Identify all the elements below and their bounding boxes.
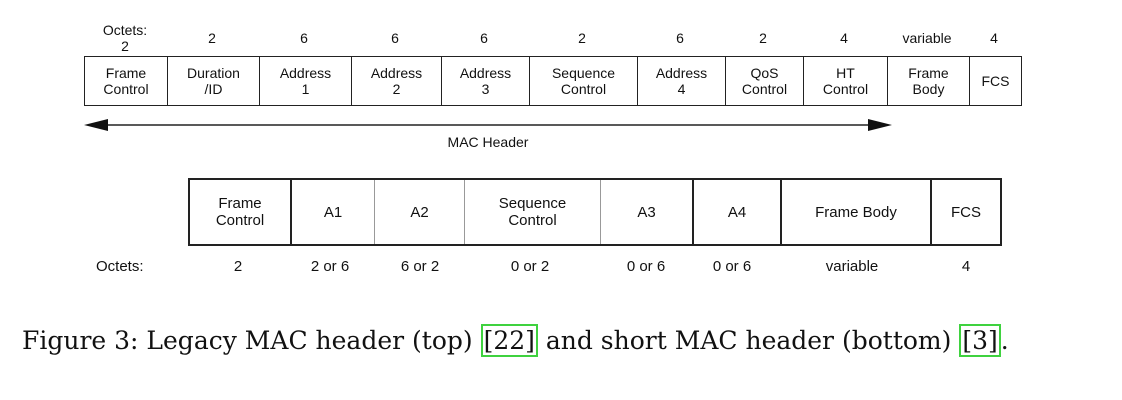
- short-octet-value: 2: [233, 258, 243, 275]
- short-octet-value: 4: [961, 258, 971, 275]
- caption-text: Figure 3: Legacy MAC header (top): [22, 326, 481, 355]
- citation-link[interactable]: [3]: [959, 324, 1001, 357]
- short-octet-value: 2 or 6: [310, 258, 350, 275]
- short-octet-value: 6 or 2: [400, 258, 440, 275]
- mac-header-span-arrow: [84, 119, 892, 131]
- legacy-octet-value: 2: [578, 30, 586, 46]
- short-field: Sequence Control: [464, 180, 600, 244]
- legacy-octet-value: 2: [208, 30, 216, 46]
- legacy-field: HT Control: [803, 57, 887, 105]
- caption-text: .: [1000, 326, 1009, 355]
- short-octet-value: variable: [825, 258, 879, 275]
- legacy-field: Address 3: [441, 57, 529, 105]
- mac-header-label: MAC Header: [447, 134, 529, 150]
- legacy-field: Address 4: [637, 57, 725, 105]
- caption-text: and short MAC header (bottom): [537, 326, 960, 355]
- legacy-field: Frame Body: [887, 57, 969, 105]
- legacy-octets-row: Octets: 2 2 6 6 6 2 6 2 4 variable 4: [84, 18, 1020, 58]
- short-mac-header: Frame Control A1 A2 Sequence Control A3 A4 Fra…: [188, 178, 1002, 246]
- short-octet-value: 0 or 2: [510, 258, 550, 275]
- legacy-field: FCS: [969, 57, 1021, 105]
- legacy-octet-value: Octets: 2: [102, 22, 148, 54]
- short-octet-value: 0 or 6: [712, 258, 752, 275]
- legacy-mac-header: Frame Control Duration /ID Address 1 Addres…: [84, 56, 1022, 106]
- legacy-field: QoS Control: [725, 57, 803, 105]
- legacy-octet-value: 6: [480, 30, 488, 46]
- short-field: Frame Control: [215, 195, 265, 229]
- legacy-field: Sequence Control: [529, 57, 637, 105]
- legacy-octet-value: 6: [391, 30, 399, 46]
- legacy-octet-value: 4: [990, 30, 998, 46]
- legacy-field: Frame Control: [103, 65, 149, 97]
- short-octets-label: Octets:: [96, 258, 144, 275]
- legacy-octet-value: 6: [676, 30, 684, 46]
- legacy-octet-value: 2: [759, 30, 767, 46]
- short-octet-value: 0 or 6: [626, 258, 666, 275]
- short-field: A3: [600, 180, 692, 244]
- short-field: A2: [374, 180, 464, 244]
- legacy-field: Address 1: [259, 57, 351, 105]
- citation-link[interactable]: [22]: [480, 324, 538, 357]
- short-field: FCS: [930, 180, 1000, 244]
- short-field: A4: [692, 180, 780, 244]
- legacy-octet-value: variable: [902, 30, 952, 46]
- legacy-octet-value: 4: [840, 30, 848, 46]
- legacy-field: Address 2: [351, 57, 441, 105]
- figure-caption: Figure 3: Legacy MAC header (top) [22] a…: [22, 324, 1112, 357]
- short-field: A1: [290, 180, 374, 244]
- legacy-field: Duration /ID: [167, 57, 259, 105]
- legacy-octet-value: 6: [300, 30, 308, 46]
- short-field: Frame Body: [780, 180, 930, 244]
